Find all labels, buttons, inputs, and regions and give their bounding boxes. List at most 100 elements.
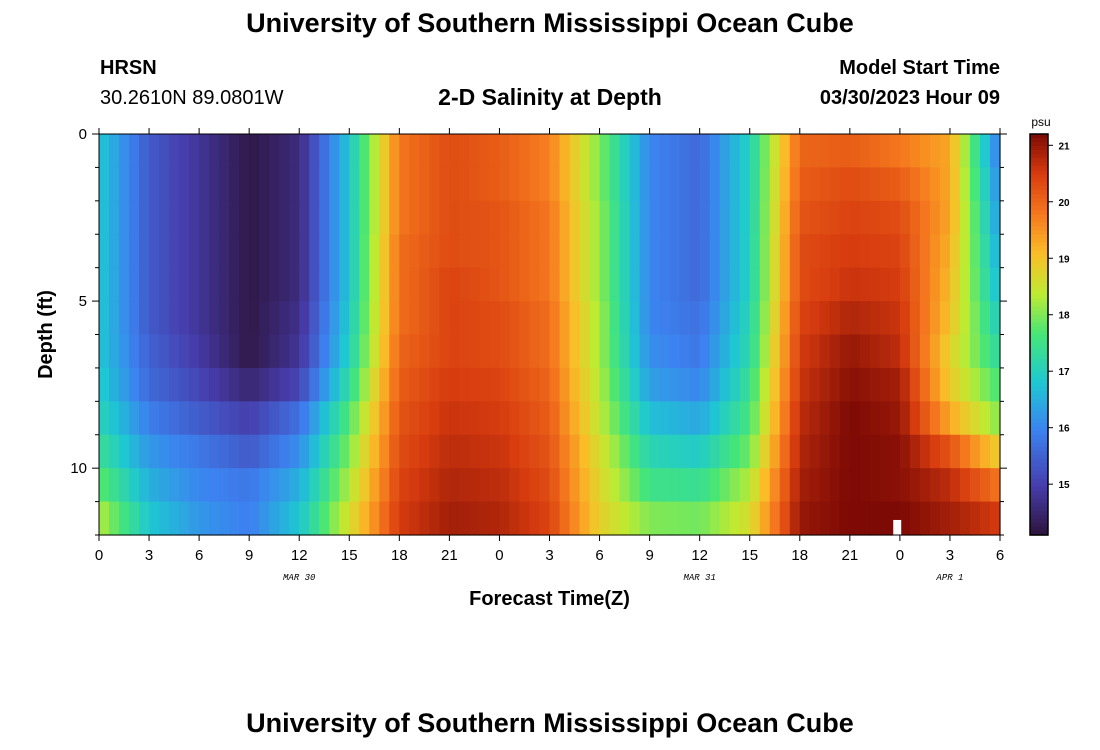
heatmap-cell xyxy=(269,134,280,169)
heatmap-cell xyxy=(819,134,831,169)
heatmap-cell xyxy=(919,267,931,302)
heatmap-cell xyxy=(109,267,120,302)
heatmap-cell xyxy=(739,468,751,503)
heatmap-cell xyxy=(869,167,881,202)
heatmap-cell xyxy=(439,401,450,436)
heatmap-cell xyxy=(369,234,380,269)
heatmap-cell xyxy=(179,234,190,269)
heatmap-cell xyxy=(709,134,721,169)
heatmap-cell xyxy=(889,367,901,402)
heatmap-cell xyxy=(469,167,481,202)
heatmap-cell xyxy=(109,401,120,436)
heatmap-cell xyxy=(919,301,931,336)
heatmap-cell xyxy=(919,334,931,369)
heatmap-cell xyxy=(439,134,450,169)
heatmap-cell xyxy=(859,167,871,202)
colorbar-segment xyxy=(1030,306,1048,312)
heatmap-cell xyxy=(219,167,230,202)
heatmap-cell xyxy=(669,134,681,169)
heatmap-cell xyxy=(699,434,711,469)
heatmap-cell xyxy=(329,301,340,336)
heatmap-cell xyxy=(399,401,410,436)
colorbar-segment xyxy=(1030,334,1048,340)
heatmap-cell xyxy=(619,434,631,469)
colorbar-segment xyxy=(1030,478,1048,484)
heatmap-cell xyxy=(929,468,941,503)
heatmap-cell xyxy=(359,501,370,536)
heatmap-cell xyxy=(99,468,110,503)
heatmap-cell xyxy=(579,234,591,269)
heatmap-cell xyxy=(959,267,971,302)
heatmap-cell xyxy=(469,367,481,402)
heatmap-cell xyxy=(719,267,731,302)
heatmap-cell xyxy=(189,334,200,369)
heatmap-cell xyxy=(209,434,220,469)
heatmap-cell xyxy=(679,301,691,336)
colorbar-segment xyxy=(1030,422,1048,428)
heatmap-cell xyxy=(759,401,771,436)
heatmap-cell xyxy=(769,468,781,503)
heatmap-cell xyxy=(989,301,1001,336)
heatmap-cell xyxy=(719,200,731,235)
heatmap-cell xyxy=(169,468,180,503)
heatmap-cell xyxy=(909,267,921,302)
heatmap-cell xyxy=(399,334,410,369)
heatmap-cell xyxy=(509,334,521,369)
heatmap-cell xyxy=(139,401,150,436)
heatmap-cell xyxy=(779,200,791,235)
heatmap-cell xyxy=(209,367,220,402)
heatmap-cell xyxy=(609,167,621,202)
heatmap-cell xyxy=(589,334,601,369)
heatmap-cell xyxy=(439,334,450,369)
heatmap-cell xyxy=(289,401,300,436)
heatmap-cell xyxy=(669,167,681,202)
heatmap-cell xyxy=(179,200,190,235)
heatmap-cell xyxy=(319,134,330,169)
heatmap-cell xyxy=(869,468,881,503)
heatmap-cell xyxy=(819,501,831,536)
heatmap-cell xyxy=(669,367,681,402)
heatmap-cell xyxy=(819,234,831,269)
heatmap-cell xyxy=(969,401,981,436)
heatmap-cell xyxy=(739,267,751,302)
heatmap-cell xyxy=(569,134,581,169)
heatmap-cell xyxy=(659,200,671,235)
heatmap-cell xyxy=(209,334,220,369)
heatmap-cell xyxy=(519,334,531,369)
heatmap-cell xyxy=(709,234,721,269)
heatmap-cell xyxy=(399,301,410,336)
heatmap-cell xyxy=(699,501,711,536)
heatmap-cell xyxy=(109,234,120,269)
heatmap-cell xyxy=(99,167,110,202)
heatmap-cell xyxy=(329,401,340,436)
heatmap-cell xyxy=(669,301,681,336)
heatmap-cell xyxy=(379,468,390,503)
heatmap-cell xyxy=(509,468,521,503)
heatmap-cell xyxy=(339,134,350,169)
heatmap-cell xyxy=(869,367,881,402)
heatmap-cell xyxy=(119,134,130,169)
heatmap-cell xyxy=(169,134,180,169)
heatmap-cell xyxy=(249,468,260,503)
heatmap-cell xyxy=(699,301,711,336)
heatmap-cell xyxy=(709,167,721,202)
heatmap-cell xyxy=(909,334,921,369)
heatmap-cell xyxy=(159,434,170,469)
heatmap-cell xyxy=(809,200,821,235)
heatmap-cell xyxy=(659,468,671,503)
heatmap-cell xyxy=(229,334,240,369)
heatmap-cell xyxy=(579,401,591,436)
heatmap-cell xyxy=(829,167,841,202)
heatmap-cell xyxy=(259,167,270,202)
heatmap-cell xyxy=(909,134,921,169)
heatmap-cell xyxy=(929,301,941,336)
heatmap-cell xyxy=(669,334,681,369)
heatmap-cell xyxy=(699,468,711,503)
heatmap-cell xyxy=(639,267,651,302)
heatmap-cell xyxy=(599,167,611,202)
heatmap-cell xyxy=(189,367,200,402)
heatmap-cell xyxy=(359,234,370,269)
model-start-label: Model Start Time xyxy=(839,57,1000,79)
heatmap-cell xyxy=(309,367,320,402)
heatmap-cell xyxy=(569,401,581,436)
